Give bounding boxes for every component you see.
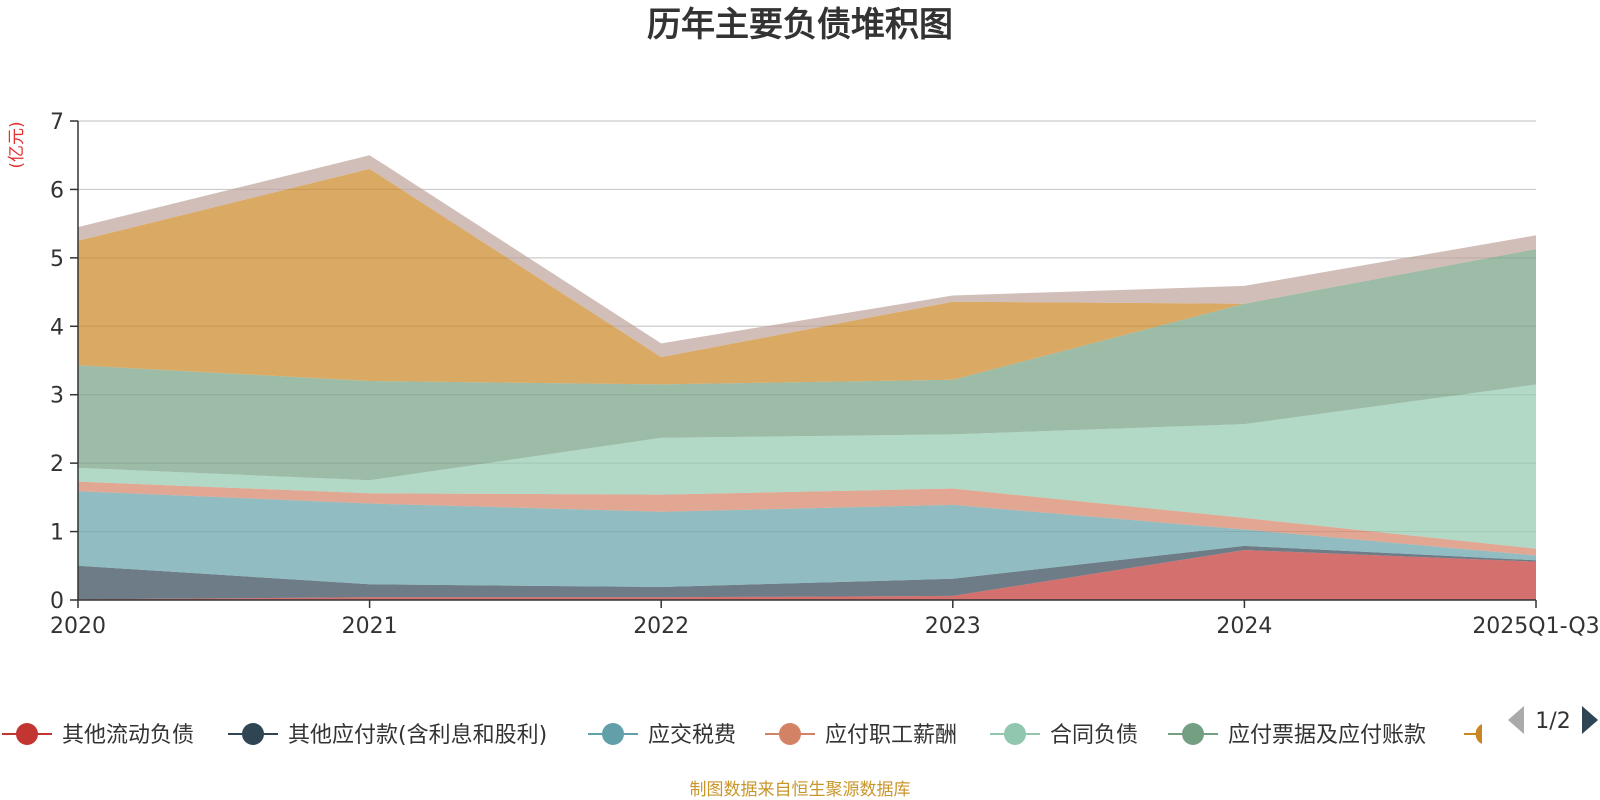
legend-label: 应交税费 [648, 723, 736, 748]
legend[interactable]: 其他流动负债 其他应付款(含利息和股利) 应交税费 应付职工薪酬 合同负债 应付票据及应付… [2, 723, 1482, 748]
y-axis-ticks: 0 1 2 3 4 5 6 7 [50, 110, 78, 614]
area-series-group [78, 155, 1536, 600]
x-tick-label: 2022 [633, 614, 689, 639]
legend-item-clipped[interactable] [1464, 724, 1482, 744]
legend-marker-icon [242, 723, 264, 745]
legend-marker-icon [16, 723, 38, 745]
legend-page-indicator: 1/2 [1535, 709, 1570, 734]
y-axis-unit-label: (亿元) [7, 121, 27, 168]
y-tick-label: 3 [50, 384, 64, 409]
y-tick-label: 5 [50, 247, 64, 272]
legend-item-0[interactable]: 其他流动负债 [2, 723, 194, 748]
area-series-7 [78, 155, 1536, 358]
legend-marker-icon [1475, 724, 1482, 744]
legend-item-5[interactable]: 应付票据及应付账款 [1168, 723, 1426, 748]
legend-marker-icon [602, 723, 624, 745]
chart-title: 历年主要负债堆积图 [647, 5, 953, 45]
area-series-5 [78, 249, 1536, 481]
x-tick-label: 2021 [342, 614, 398, 639]
y-tick-label: 4 [50, 315, 64, 340]
legend-label: 其他应付款(含利息和股利) [288, 723, 547, 748]
x-tick-label: 2023 [925, 614, 981, 639]
x-tick-label: 2020 [50, 614, 106, 639]
axes [77, 121, 1536, 601]
area-series-1 [78, 545, 1536, 600]
legend-label: 应付职工薪酬 [825, 723, 957, 748]
y-tick-label: 1 [50, 521, 64, 546]
area-series-6 [78, 168, 1536, 385]
x-tick-label: 2025Q1-Q3 [1472, 614, 1599, 639]
legend-label: 合同负债 [1050, 723, 1138, 748]
x-tick-label: 2024 [1216, 614, 1272, 639]
x-axis-ticks: 2020 2021 2022 2023 2024 2025Q1-Q3 [50, 600, 1600, 639]
y-tick-label: 2 [50, 452, 64, 477]
y-tick-label: 7 [50, 110, 64, 135]
area-series-4 [78, 384, 1536, 549]
legend-marker-icon [1182, 723, 1204, 745]
area-series-3 [78, 481, 1536, 556]
legend-label: 其他流动负债 [62, 723, 194, 748]
legend-marker-icon [1004, 723, 1026, 745]
legend-label: 应付票据及应付账款 [1228, 723, 1426, 748]
area-series-0 [78, 550, 1536, 600]
y-tick-label: 6 [50, 178, 64, 203]
y-tick-label: 0 [50, 589, 64, 614]
legend-next-page-icon[interactable] [1582, 706, 1598, 734]
legend-item-4[interactable]: 合同负债 [990, 723, 1138, 748]
legend-item-3[interactable]: 应付职工薪酬 [765, 723, 957, 748]
legend-item-1[interactable]: 其他应付款(含利息和股利) [228, 723, 547, 748]
area-series-2 [78, 491, 1536, 587]
legend-pager: 1/2 [1508, 706, 1598, 734]
data-source-note: 制图数据来自恒生聚源数据库 [690, 780, 911, 800]
legend-item-2[interactable]: 应交税费 [588, 723, 736, 748]
legend-prev-page-icon[interactable] [1508, 706, 1524, 734]
legend-marker-icon [779, 723, 801, 745]
